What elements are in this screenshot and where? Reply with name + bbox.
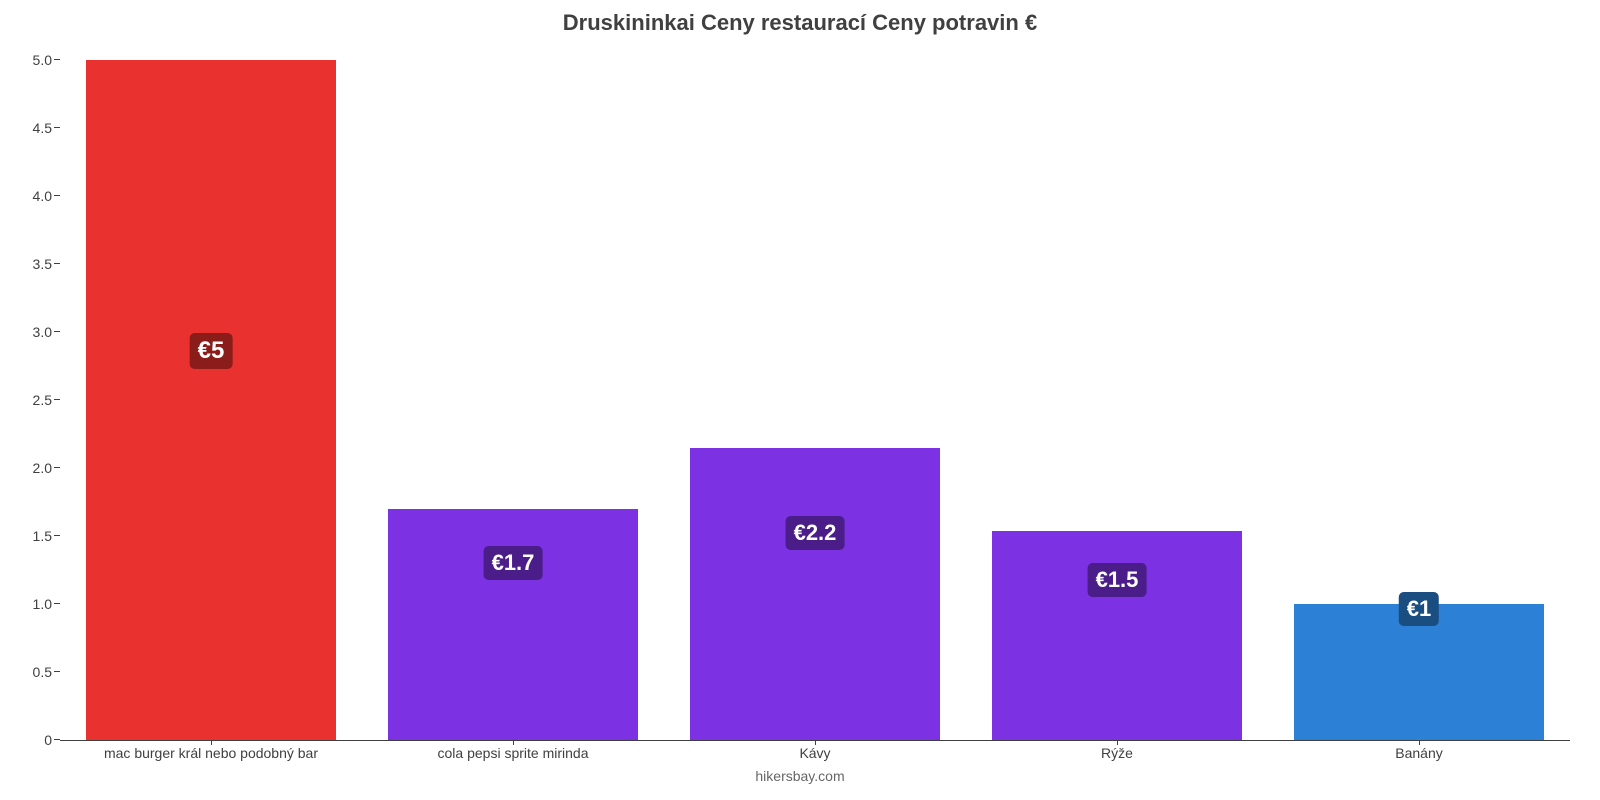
x-category-label: cola pepsi sprite mirinda xyxy=(438,745,589,761)
price-bar-chart: Druskininkai Ceny restaurací Ceny potrav… xyxy=(0,0,1600,800)
price-bar xyxy=(992,531,1243,740)
x-category-label: Kávy xyxy=(799,745,830,761)
y-tick-label: 2.0 xyxy=(2,460,52,476)
bars-area: €5 €1.7 €2.2 €1.5 €1 xyxy=(60,60,1570,740)
y-tick-label: 5.0 xyxy=(2,52,52,68)
y-axis: 00.51.01.52.02.53.03.54.04.55.0 xyxy=(0,60,60,740)
x-category-label: Rýže xyxy=(1101,745,1133,761)
y-tick-label: 1.5 xyxy=(2,528,52,544)
price-bar xyxy=(86,60,337,740)
value-badge: €1.7 xyxy=(484,546,543,580)
value-badge: €1.5 xyxy=(1088,563,1147,597)
chart-title: Druskininkai Ceny restaurací Ceny potrav… xyxy=(0,10,1600,36)
chart-credit: hikersbay.com xyxy=(0,768,1600,784)
value-badge: €5 xyxy=(190,333,233,369)
value-badge: €1 xyxy=(1399,592,1439,626)
price-bar xyxy=(690,448,941,740)
y-tick-label: 4.0 xyxy=(2,188,52,204)
y-tick-label: 0 xyxy=(2,732,52,748)
x-category-label: Banány xyxy=(1395,745,1442,761)
price-bar xyxy=(388,509,639,740)
value-badge: €2.2 xyxy=(786,516,845,550)
y-tick-label: 3.5 xyxy=(2,256,52,272)
y-tick-label: 3.0 xyxy=(2,324,52,340)
y-tick-label: 4.5 xyxy=(2,120,52,136)
y-tick-label: 0.5 xyxy=(2,664,52,680)
y-tick-label: 2.5 xyxy=(2,392,52,408)
x-category-label: mac burger král nebo podobný bar xyxy=(104,745,318,761)
y-tick-label: 1.0 xyxy=(2,596,52,612)
